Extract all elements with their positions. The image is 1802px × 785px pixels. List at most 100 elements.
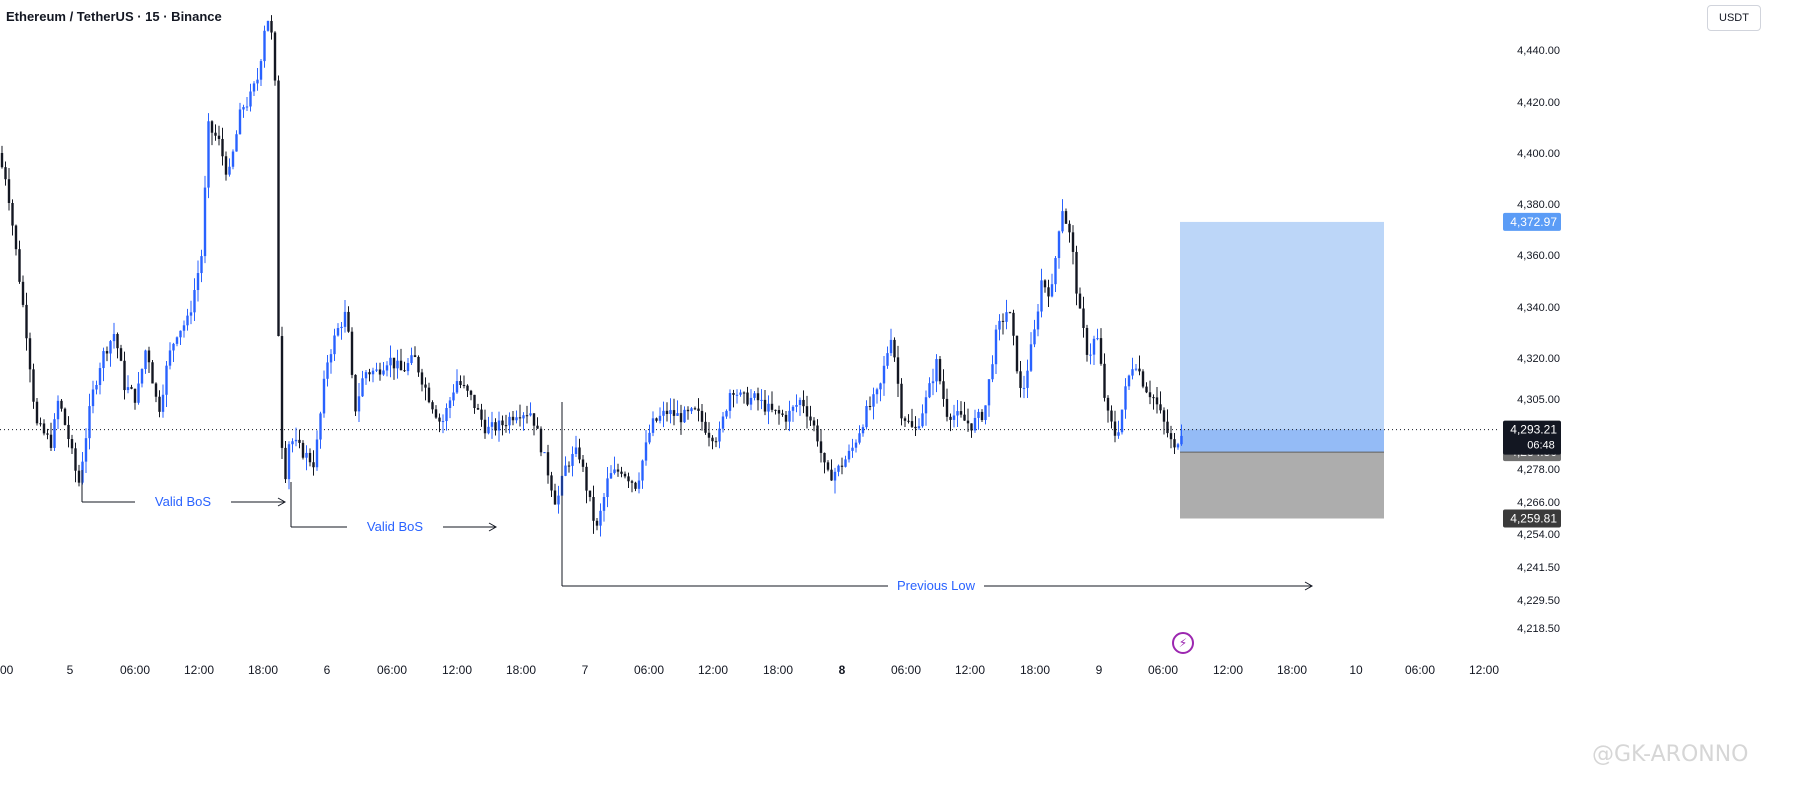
candle-body	[728, 393, 732, 411]
candle-body	[490, 422, 494, 427]
candle-body	[88, 406, 91, 439]
candle-body	[91, 389, 95, 407]
candle-body	[277, 80, 280, 337]
candle-body	[7, 179, 11, 203]
candle-body	[599, 510, 602, 526]
candle-body	[189, 312, 193, 316]
candle-body	[175, 337, 179, 344]
candle-body	[812, 420, 816, 426]
y-tick-label: 4,400.00	[1517, 148, 1560, 160]
candle-body	[763, 399, 767, 412]
candle-body	[704, 421, 707, 433]
y-tick-label: 4,218.50	[1517, 623, 1560, 635]
candle-body	[364, 372, 368, 379]
candle-body	[308, 452, 312, 463]
candle-body	[161, 394, 165, 412]
candle-body	[315, 439, 319, 468]
candle-body	[49, 434, 53, 448]
candle-body	[1099, 338, 1103, 364]
y-tick-label: 4,241.50	[1517, 562, 1560, 574]
current-price-tag-countdown: 06:48	[1527, 440, 1555, 452]
candle-body	[550, 475, 553, 491]
candle-body	[133, 388, 137, 403]
target-price-tag-bg	[1503, 212, 1561, 231]
candle-body	[749, 397, 753, 405]
candle-body	[245, 106, 249, 108]
candle-body	[256, 79, 259, 84]
candle-body	[630, 481, 634, 483]
candle-body	[336, 328, 340, 336]
x-tick-label: 18:00	[248, 663, 278, 677]
candle-body	[39, 423, 42, 425]
candle-body	[259, 61, 263, 80]
candle-body	[1176, 444, 1180, 448]
candle-body	[903, 418, 907, 421]
candle-body	[168, 350, 172, 366]
x-tick-label: 06:00	[1148, 663, 1178, 677]
candle-body	[651, 418, 655, 433]
candle-body	[735, 394, 739, 396]
candle-body	[452, 392, 455, 401]
x-tick-label: 12:00	[955, 663, 985, 677]
candle-body	[966, 420, 970, 424]
candle-body	[455, 381, 459, 393]
candle-body	[711, 437, 714, 442]
candle-body	[952, 415, 956, 420]
candle-body	[767, 403, 770, 412]
candle-body	[1138, 368, 1141, 372]
candle-body	[980, 411, 984, 421]
currency-selector[interactable]: USDT	[1707, 5, 1761, 31]
candle-body	[105, 351, 109, 354]
candle-body	[1078, 293, 1082, 309]
y-tick-label: 4,229.50	[1517, 595, 1560, 607]
candle-body	[298, 439, 301, 443]
candle-body	[686, 409, 690, 412]
stop-zone[interactable]	[1180, 452, 1384, 519]
candle-body	[350, 331, 354, 375]
candle-body	[1082, 308, 1085, 328]
candle-body	[319, 413, 322, 440]
candle-body	[515, 417, 518, 421]
candle-body	[522, 415, 525, 419]
y-tick-label: 4,320.00	[1517, 353, 1560, 365]
candle-body	[1047, 287, 1050, 297]
lightning-icon[interactable]: ⚡	[1172, 632, 1194, 654]
target-zone[interactable]	[1180, 221, 1384, 453]
candle-body	[1117, 432, 1120, 436]
candle-body	[837, 465, 840, 472]
candle-body	[487, 426, 490, 434]
candle-body	[959, 411, 963, 415]
candle-body	[382, 370, 385, 375]
candle-body	[483, 419, 487, 434]
candle-body	[480, 409, 483, 420]
candle-body	[742, 392, 746, 394]
previous-low-annotation-label: Previous Low	[897, 578, 976, 593]
bos-annotation-2-label: Valid BoS	[367, 519, 423, 534]
candle-body	[1029, 344, 1033, 371]
candle-body	[690, 408, 693, 412]
y-tick-label: 4,340.00	[1517, 302, 1560, 314]
candle-body	[658, 415, 662, 421]
candle-body	[448, 400, 452, 409]
candle-body	[949, 416, 952, 420]
candle-body	[882, 365, 886, 384]
candle-body	[1131, 369, 1134, 376]
candle-body	[697, 408, 700, 411]
candle-body	[14, 225, 18, 250]
x-tick-label: 06:00	[377, 663, 407, 677]
candle-body	[140, 369, 144, 384]
candle-body	[984, 405, 987, 421]
candle-body	[592, 497, 595, 521]
candle-body	[819, 441, 823, 453]
candle-body	[889, 339, 893, 354]
candle-body	[473, 394, 476, 409]
candle-body	[721, 416, 725, 429]
candle-body	[165, 365, 168, 395]
candle-body	[403, 370, 406, 372]
candle-body	[154, 383, 158, 397]
candle-body	[476, 408, 480, 410]
candle-body	[536, 425, 539, 429]
candle-body	[46, 433, 49, 435]
